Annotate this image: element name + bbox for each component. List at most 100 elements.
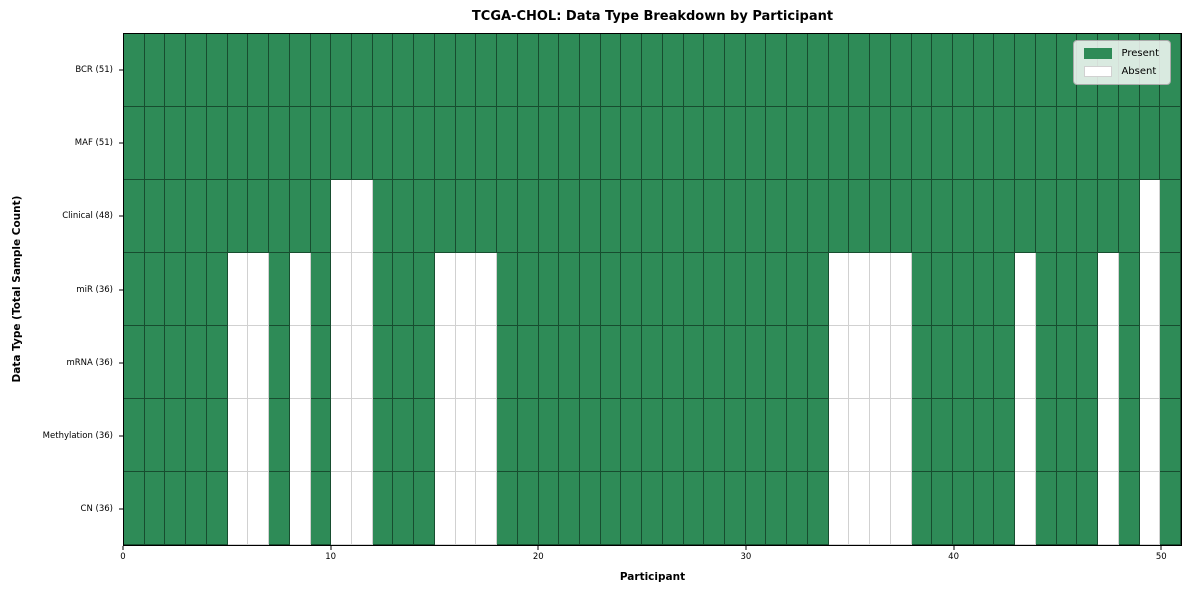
heatmap-cell bbox=[1056, 472, 1078, 545]
heatmap-cell bbox=[870, 253, 891, 326]
heatmap-cell bbox=[227, 253, 249, 326]
heatmap-cell bbox=[1035, 253, 1057, 326]
heatmap-cell bbox=[1035, 472, 1057, 545]
heatmap-cell bbox=[911, 253, 933, 326]
heatmap-cell bbox=[911, 326, 933, 399]
heatmap-cell bbox=[351, 34, 373, 107]
heatmap-cell bbox=[517, 472, 539, 545]
heatmap-cell bbox=[269, 399, 290, 472]
heatmap-cell bbox=[476, 472, 498, 545]
legend-swatch-present-icon bbox=[1084, 48, 1113, 59]
heatmap-cell bbox=[1077, 472, 1099, 545]
heatmap-cell bbox=[890, 399, 912, 472]
heatmap-cell bbox=[497, 326, 518, 399]
heatmap-cell bbox=[393, 253, 415, 326]
heatmap-cell bbox=[124, 180, 145, 253]
heatmap-cell bbox=[683, 472, 705, 545]
heatmap-cell bbox=[393, 180, 415, 253]
y-axis-ticks: BCR (51) MAF (51) Clinical (48) miR (36) mRN… bbox=[0, 33, 123, 546]
y-tick-mark bbox=[119, 289, 123, 290]
heatmap-cell bbox=[331, 326, 352, 399]
heatmap-cell bbox=[124, 399, 145, 472]
heatmap-cell bbox=[807, 34, 829, 107]
heatmap-cell bbox=[1139, 107, 1161, 180]
heatmap-cell bbox=[517, 34, 539, 107]
heatmap-cell bbox=[269, 472, 290, 545]
heatmap-cell bbox=[1160, 107, 1181, 180]
heatmap-cell bbox=[828, 253, 850, 326]
heatmap-cell bbox=[165, 34, 187, 107]
heatmap-cell bbox=[517, 180, 539, 253]
legend-entry-present: Present bbox=[1084, 48, 1159, 59]
heatmap-cell bbox=[289, 180, 311, 253]
heatmap-cell bbox=[1160, 472, 1181, 545]
heatmap-cell bbox=[538, 326, 560, 399]
heatmap-cell bbox=[890, 253, 912, 326]
y-tick-mark bbox=[119, 215, 123, 217]
heatmap-cell bbox=[310, 34, 332, 107]
heatmap-cell bbox=[310, 180, 332, 253]
heatmap-cell bbox=[144, 253, 166, 326]
heatmap-cell bbox=[745, 34, 767, 107]
heatmap-cell bbox=[621, 253, 643, 326]
heatmap-cell bbox=[1160, 180, 1181, 253]
heatmap-cell bbox=[870, 107, 891, 180]
heatmap-cell bbox=[124, 34, 145, 107]
heatmap-cell bbox=[642, 399, 663, 472]
heatmap-cell bbox=[807, 326, 829, 399]
heatmap-cell bbox=[497, 253, 518, 326]
heatmap-cell bbox=[227, 34, 249, 107]
heatmap-cell bbox=[206, 326, 228, 399]
heatmap-cell bbox=[331, 253, 352, 326]
heatmap-cell bbox=[766, 253, 788, 326]
heatmap-cell bbox=[1015, 180, 1036, 253]
heatmap-cell bbox=[994, 253, 1016, 326]
y-tick-label: BCR (51) bbox=[75, 64, 113, 75]
heatmap-cell bbox=[973, 472, 995, 545]
heatmap-cell bbox=[807, 472, 829, 545]
heatmap-cell bbox=[621, 399, 643, 472]
heatmap-cell bbox=[289, 399, 311, 472]
heatmap-cell bbox=[144, 472, 166, 545]
heatmap-cell bbox=[206, 34, 228, 107]
heatmap-cell bbox=[331, 107, 352, 180]
heatmap-cell bbox=[289, 34, 311, 107]
heatmap-cell bbox=[1139, 180, 1161, 253]
heatmap-cell bbox=[1139, 472, 1161, 545]
heatmap-cell bbox=[186, 472, 207, 545]
heatmap-cell bbox=[372, 180, 394, 253]
heatmap-cell bbox=[289, 253, 311, 326]
chart-title: TCGA-CHOL: Data Type Breakdown by Partic… bbox=[471, 9, 834, 24]
heatmap-cell bbox=[455, 180, 477, 253]
heatmap-cell bbox=[725, 180, 746, 253]
heatmap-cell bbox=[1077, 399, 1099, 472]
heatmap-cell bbox=[932, 34, 954, 107]
heatmap-cell bbox=[1035, 107, 1057, 180]
heatmap-cell bbox=[911, 472, 933, 545]
y-tick-mark bbox=[119, 362, 123, 364]
legend-entry-absent: Absent bbox=[1084, 66, 1159, 77]
heatmap-cell bbox=[165, 472, 187, 545]
heatmap-cell bbox=[745, 472, 767, 545]
heatmap-cell bbox=[476, 107, 498, 180]
heatmap-cell bbox=[579, 107, 601, 180]
heatmap-cell bbox=[621, 34, 643, 107]
heatmap-cell bbox=[849, 472, 871, 545]
y-tick-mark bbox=[119, 69, 123, 71]
heatmap-cell bbox=[372, 472, 394, 545]
heatmap-grid bbox=[124, 34, 1181, 545]
heatmap-cell bbox=[600, 253, 622, 326]
heatmap-cell bbox=[766, 107, 788, 180]
heatmap-cell bbox=[932, 180, 954, 253]
heatmap-cell bbox=[206, 472, 228, 545]
heatmap-cell bbox=[227, 326, 249, 399]
heatmap-cell bbox=[994, 399, 1016, 472]
heatmap-cell bbox=[1056, 180, 1078, 253]
heatmap-cell bbox=[455, 472, 477, 545]
heatmap-cell bbox=[559, 472, 580, 545]
heatmap-cell bbox=[828, 34, 850, 107]
heatmap-cell bbox=[745, 107, 767, 180]
heatmap-cell bbox=[725, 253, 746, 326]
x-tick-label: 20 bbox=[532, 552, 544, 562]
heatmap-cell bbox=[414, 399, 435, 472]
